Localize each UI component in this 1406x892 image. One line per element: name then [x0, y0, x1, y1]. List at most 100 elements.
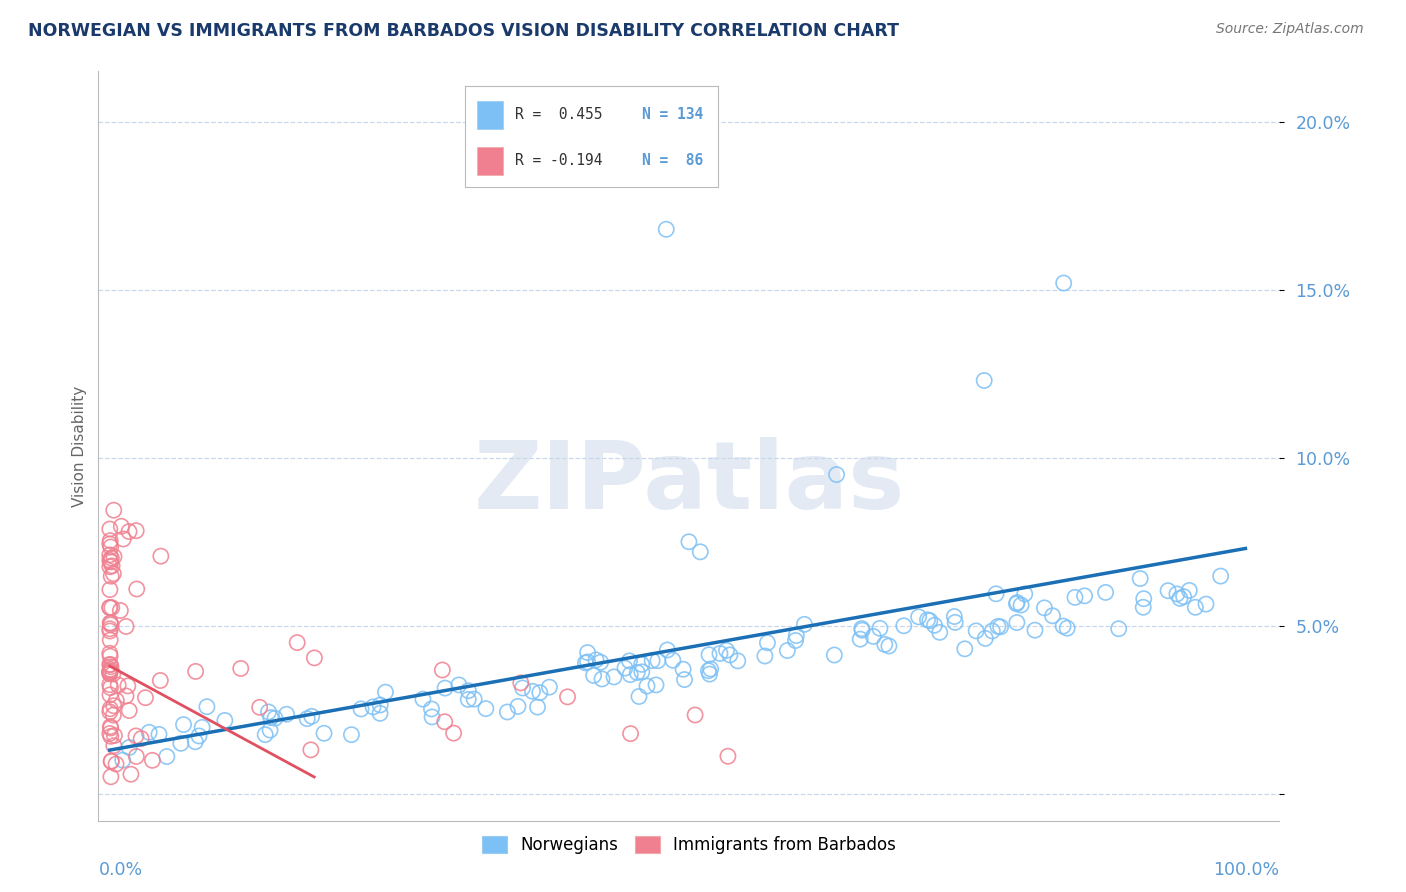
- Point: [907, 610, 929, 624]
- Point: [149, 673, 172, 688]
- Point: [717, 749, 740, 764]
- Point: [149, 549, 172, 564]
- Point: [188, 729, 211, 743]
- Point: [98, 705, 121, 719]
- Text: ZIPatlas: ZIPatlas: [474, 437, 904, 530]
- Point: [98, 702, 121, 716]
- Point: [285, 635, 308, 649]
- Point: [173, 717, 195, 731]
- Point: [626, 665, 648, 680]
- Point: [662, 653, 685, 667]
- Point: [582, 668, 605, 682]
- Point: [678, 534, 700, 549]
- Text: 0.0%: 0.0%: [98, 861, 142, 879]
- Point: [619, 654, 641, 668]
- Point: [754, 648, 776, 663]
- Point: [776, 643, 799, 657]
- Point: [98, 582, 121, 597]
- Point: [1073, 589, 1095, 603]
- Point: [630, 657, 652, 672]
- Point: [103, 708, 125, 723]
- Point: [434, 681, 457, 695]
- Point: [981, 624, 1004, 638]
- Point: [98, 665, 121, 679]
- Point: [98, 522, 121, 536]
- Point: [645, 678, 668, 692]
- Point: [475, 701, 498, 715]
- Point: [98, 688, 121, 702]
- Point: [529, 685, 551, 699]
- Point: [110, 603, 132, 617]
- Point: [924, 618, 946, 632]
- Point: [98, 600, 121, 615]
- Point: [506, 699, 529, 714]
- Point: [98, 678, 121, 692]
- Point: [627, 690, 650, 704]
- Point: [672, 662, 695, 676]
- Point: [276, 707, 298, 722]
- Point: [340, 728, 363, 742]
- Point: [191, 720, 214, 734]
- Point: [107, 678, 129, 692]
- Point: [585, 653, 607, 667]
- Point: [105, 693, 128, 707]
- Point: [1005, 615, 1028, 630]
- Point: [100, 721, 122, 735]
- Point: [118, 740, 141, 755]
- Point: [576, 646, 599, 660]
- Point: [100, 555, 122, 569]
- Point: [443, 726, 465, 740]
- Point: [574, 656, 596, 670]
- Point: [1010, 598, 1032, 612]
- Point: [100, 770, 122, 784]
- Point: [195, 699, 218, 714]
- Point: [851, 623, 873, 637]
- Point: [589, 655, 612, 669]
- Point: [125, 729, 148, 743]
- Point: [657, 643, 679, 657]
- Point: [98, 548, 121, 562]
- Point: [509, 676, 531, 690]
- Point: [699, 662, 721, 676]
- Point: [141, 753, 163, 767]
- Point: [312, 726, 335, 740]
- Point: [249, 700, 271, 714]
- Point: [125, 749, 148, 764]
- Point: [184, 735, 207, 749]
- Point: [433, 714, 456, 729]
- Point: [100, 720, 122, 734]
- Point: [893, 619, 915, 633]
- Point: [374, 685, 396, 699]
- Point: [1014, 587, 1036, 601]
- Point: [697, 664, 720, 678]
- Point: [98, 633, 121, 648]
- Point: [727, 654, 749, 668]
- Point: [368, 698, 391, 712]
- Point: [785, 629, 807, 643]
- Point: [100, 659, 122, 673]
- Point: [526, 700, 548, 714]
- Point: [953, 641, 976, 656]
- Point: [100, 657, 122, 672]
- Point: [869, 621, 891, 635]
- Point: [673, 673, 696, 687]
- Point: [1005, 595, 1028, 609]
- Point: [756, 636, 779, 650]
- Point: [1132, 600, 1154, 615]
- Point: [1024, 623, 1046, 637]
- Point: [101, 600, 124, 615]
- Point: [973, 374, 995, 388]
- Point: [1129, 572, 1152, 586]
- Point: [636, 679, 658, 693]
- Y-axis label: Vision Disability: Vision Disability: [72, 385, 87, 507]
- Point: [301, 709, 323, 723]
- Point: [98, 615, 121, 630]
- Point: [134, 690, 156, 705]
- Point: [1042, 608, 1064, 623]
- Point: [420, 710, 443, 724]
- Point: [1033, 600, 1056, 615]
- Point: [98, 665, 121, 680]
- Point: [943, 609, 966, 624]
- Point: [156, 749, 179, 764]
- Point: [697, 648, 720, 662]
